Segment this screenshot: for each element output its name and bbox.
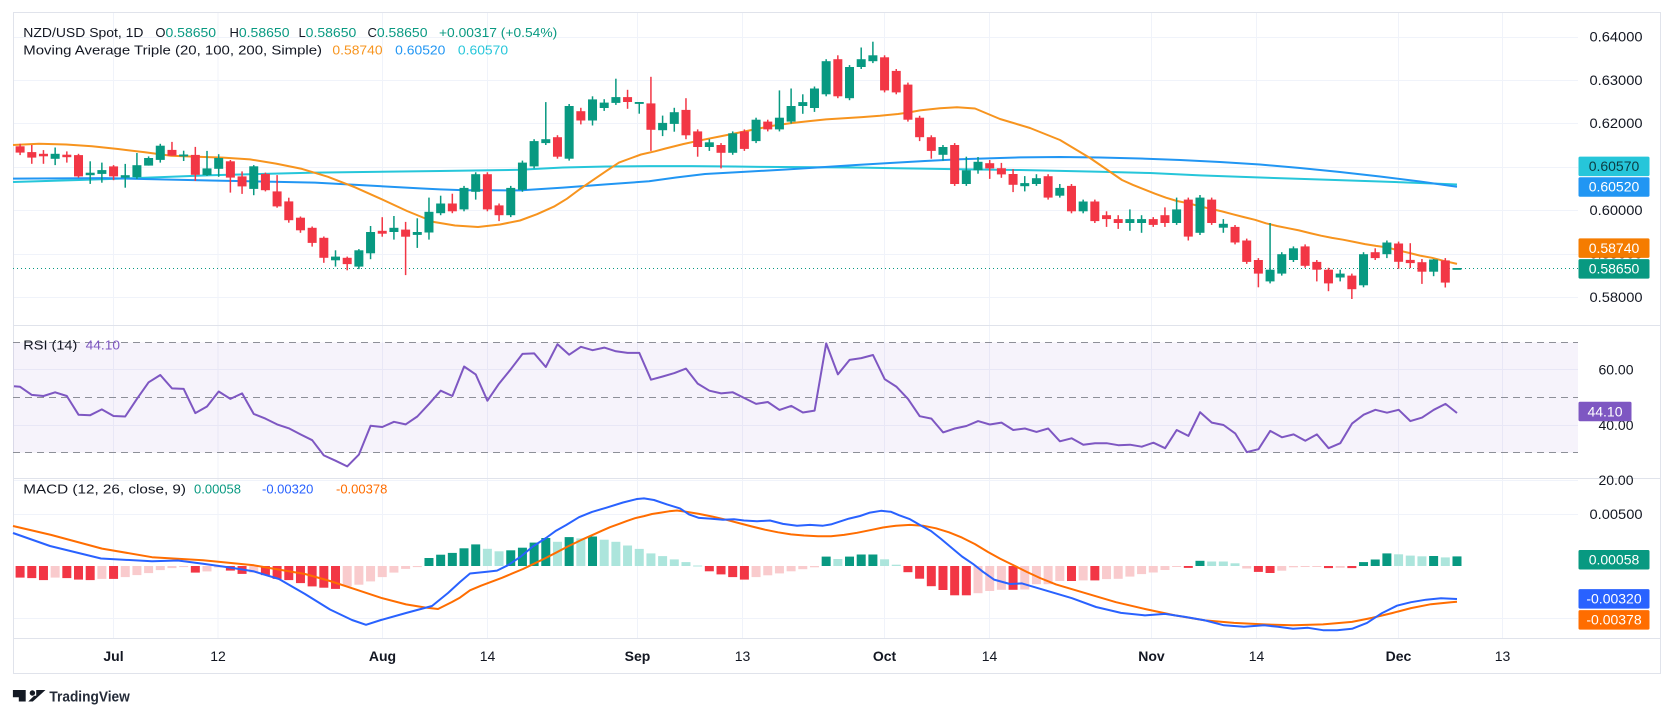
svg-text:0.58740: 0.58740 (1589, 240, 1640, 256)
svg-text:Aug: Aug (369, 648, 396, 664)
svg-text:Dec: Dec (1386, 648, 1412, 664)
svg-text:12: 12 (210, 648, 226, 664)
svg-text:0.58650: 0.58650 (1589, 261, 1640, 277)
svg-text:0.00058: 0.00058 (194, 482, 241, 497)
svg-text:0.58650: 0.58650 (377, 25, 428, 40)
svg-text:0.58000: 0.58000 (1590, 289, 1643, 305)
svg-text:60.00: 60.00 (1598, 362, 1633, 378)
svg-text:44.10: 44.10 (1587, 403, 1622, 419)
svg-text:C: C (368, 25, 377, 40)
svg-text:0.00058: 0.00058 (1589, 552, 1640, 568)
svg-text:-0.00320: -0.00320 (1586, 591, 1641, 607)
svg-text:+0.00317 (+0.54%): +0.00317 (+0.54%) (439, 25, 557, 40)
svg-text:Moving Average Triple (20, 100: Moving Average Triple (20, 100, 200, Sim… (23, 43, 322, 58)
svg-text:Jul: Jul (103, 648, 123, 664)
svg-text:0.58650: 0.58650 (239, 25, 290, 40)
svg-text:Nov: Nov (1138, 648, 1165, 664)
svg-text:O: O (155, 25, 165, 40)
svg-text:0.60570: 0.60570 (1589, 158, 1640, 174)
svg-text:Oct: Oct (873, 648, 897, 664)
svg-text:-0.00378: -0.00378 (336, 482, 387, 497)
svg-text:0.00500: 0.00500 (1590, 506, 1643, 522)
svg-text:H: H (230, 25, 239, 40)
svg-text:0.64000: 0.64000 (1590, 28, 1643, 44)
svg-text:0.58740: 0.58740 (332, 43, 382, 58)
svg-text:14: 14 (982, 648, 998, 664)
svg-text:Sep: Sep (625, 648, 651, 664)
svg-text:0.58650: 0.58650 (166, 25, 217, 40)
svg-text:0.60520: 0.60520 (395, 43, 445, 58)
svg-text:13: 13 (1495, 648, 1511, 664)
svg-text:MACD (12, 26, close, 9): MACD (12, 26, close, 9) (23, 482, 186, 497)
svg-text:-0.00320: -0.00320 (262, 482, 313, 497)
svg-text:0.60570: 0.60570 (458, 43, 508, 58)
svg-text:0.63000: 0.63000 (1590, 72, 1643, 88)
svg-text:0.58650: 0.58650 (306, 25, 357, 40)
svg-text:0.62000: 0.62000 (1590, 115, 1643, 131)
svg-text:-0.00378: -0.00378 (1586, 612, 1641, 628)
svg-text:14: 14 (1249, 648, 1265, 664)
svg-text:13: 13 (735, 648, 751, 664)
svg-text:0.60000: 0.60000 (1590, 202, 1643, 218)
svg-text:14: 14 (480, 648, 496, 664)
svg-text:44.10: 44.10 (86, 338, 120, 353)
svg-text:20.00: 20.00 (1598, 472, 1633, 488)
svg-text:TradingView: TradingView (49, 689, 130, 706)
svg-text:L: L (299, 25, 306, 40)
svg-text:RSI (14): RSI (14) (23, 338, 77, 353)
svg-text:0.60520: 0.60520 (1589, 179, 1640, 195)
svg-text:NZD/USD Spot, 1D: NZD/USD Spot, 1D (23, 25, 143, 40)
